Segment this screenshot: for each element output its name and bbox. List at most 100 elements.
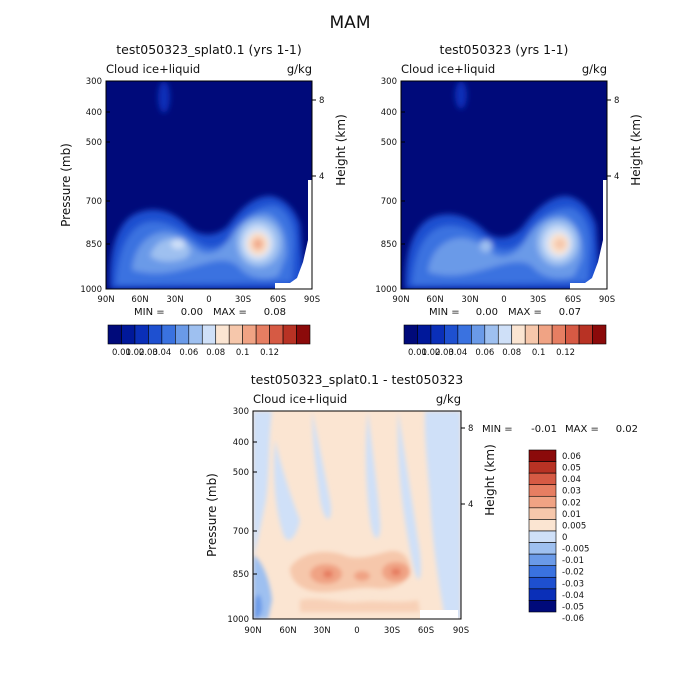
panel-3-min-value: -0.01 <box>531 424 557 435</box>
panel-3-ytick-1000: 1000 <box>227 615 249 625</box>
panel-1-colorbar-swatch <box>148 324 163 345</box>
panel-2-colorbar-label: 0.02 <box>421 348 440 358</box>
panel-1-ytick-850: 850 <box>86 240 102 250</box>
panel-1-colorbar-swatch <box>188 324 203 345</box>
panel-2-title: test050323 (yrs 1-1) <box>440 42 569 57</box>
panel-2-colorbar-label: 0.03 <box>435 348 454 358</box>
panel-1-colorbar-swatch <box>107 324 122 345</box>
panel-1-xtick-30s: 30S <box>235 295 251 305</box>
panel-3-xtick-90n: 90N <box>244 626 261 636</box>
panel-1-colorbar-label: 0.06 <box>179 348 198 358</box>
panel-3-colorbar-swatch <box>528 449 557 462</box>
panel-2-xtick-0: 0 <box>501 295 506 305</box>
panel-1-colorbar-swatch <box>175 324 190 345</box>
panel-3-y-ticks: 300 400 500 700 850 1000 <box>227 407 465 625</box>
panel-3-y2tick-8: 8 <box>468 424 473 434</box>
panel-1-ytick-1000: 1000 <box>80 285 102 295</box>
panel-3-colorbar-label: 0.01 <box>562 510 581 520</box>
panel-3-ytick-850: 850 <box>233 570 249 580</box>
panel-3-colorbar-swatch <box>528 495 557 509</box>
panel-1-plot <box>106 81 312 289</box>
panel-1-colorbar-swatch <box>134 324 149 345</box>
panel-2-xtick-60n: 60N <box>426 295 443 305</box>
panel-3-colorbar-label: -0.03 <box>562 579 584 589</box>
panel-2-max-label: MAX = <box>508 307 542 318</box>
panel-3-colorbar-swatch <box>528 565 557 578</box>
panel-1-min-label: MIN = <box>134 307 165 318</box>
panel-3-colorbar-label: 0 <box>562 533 567 543</box>
panel-2-colorbar-swatch <box>565 324 580 345</box>
panel-3-topography-mask <box>420 610 458 619</box>
panel-3-ytick-500: 500 <box>233 468 249 478</box>
panel-2-x-ticks: 90N 60N 30N 0 30S 60S 90S <box>392 295 615 305</box>
panel-2-colorbar-swatch <box>403 324 418 345</box>
panel-2-colorbar-swatch <box>524 324 539 345</box>
panel-3-min-label: MIN = <box>482 424 513 435</box>
panel-1-colorbar-label: 0.1 <box>236 348 250 358</box>
panel-2-ytick-1000: 1000 <box>375 285 397 295</box>
panel-2-y2tick-4: 4 <box>614 172 619 182</box>
panel-1-xtick-0: 0 <box>206 295 211 305</box>
panel-2-colorbar-swatch <box>538 324 553 345</box>
panel-1-colorbar-swatch <box>228 324 243 345</box>
panel-2-ytick-850: 850 <box>381 240 397 250</box>
panel-1-variable-label: Cloud ice+liquid <box>106 62 200 76</box>
panel-3-variable-label: Cloud ice+liquid <box>253 392 347 406</box>
panel-1-ytick-400: 400 <box>86 108 102 118</box>
panel-1: test050323_splat0.1 (yrs 1-1) Cloud ice+… <box>59 42 348 358</box>
panel-2-colorbar-swatch <box>417 324 432 345</box>
panel-1-y2tick-8: 8 <box>319 96 324 106</box>
panel-2-colorbar-label: 0.12 <box>556 348 575 358</box>
panel-3-colorbar-label: -0.005 <box>562 545 589 555</box>
panel-1-topography-mask <box>275 180 312 289</box>
panel-3-max-value: 0.02 <box>616 424 638 435</box>
panel-3-ytick-300: 300 <box>233 407 249 417</box>
panel-2-variable-label: Cloud ice+liquid <box>401 62 495 76</box>
panel-3-x-ticks: 90N 60N 30N 0 30S 60S 90S <box>244 626 469 636</box>
panel-2-ytick-500: 500 <box>381 138 397 148</box>
panel-3-colorbar-swatch <box>528 576 557 590</box>
panel-3-title: test050323_splat0.1 - test050323 <box>251 372 464 387</box>
panel-3-colorbar-label: 0.06 <box>562 452 581 462</box>
figure-title: MAM <box>330 13 371 33</box>
panel-3-colorbar-label: -0.05 <box>562 602 584 612</box>
panel-1-upper-plume <box>158 81 170 113</box>
panel-2-colorbar-label: 0.06 <box>475 348 494 358</box>
panel-2-units-label: g/kg <box>582 62 607 76</box>
panel-2-colorbar-label: 0.01 <box>408 348 427 358</box>
panel-1-colorbar-swatch <box>296 324 311 345</box>
panel-1-colorbar-swatch <box>242 324 257 345</box>
panel-1-y-ticks: 300 400 500 700 850 1000 <box>80 77 316 295</box>
panel-2-colorbar-swatch <box>551 324 566 345</box>
panel-2-min-label: MIN = <box>429 307 460 318</box>
panel-1-colorbar-swatch <box>255 324 270 345</box>
panel-1-colorbar-swatch <box>121 324 136 345</box>
panel-3-colorbar-label: -0.01 <box>562 556 584 566</box>
panel-3-minmax: MIN = -0.01 MAX = 0.02 <box>482 424 638 435</box>
panel-2: test050323 (yrs 1-1) Cloud ice+liquid g/… <box>375 42 643 358</box>
panel-3-colorbar-label: -0.04 <box>562 591 584 601</box>
panel-2-topography-mask <box>570 180 607 289</box>
panel-3-units-label: g/kg <box>436 392 461 406</box>
panel-2-xtick-90n: 90N <box>392 295 409 305</box>
panel-2-y2tick-8: 8 <box>614 96 619 106</box>
panel-1-title: test050323_splat0.1 (yrs 1-1) <box>116 42 302 57</box>
panel-3-ytick-400: 400 <box>233 438 249 448</box>
panel-2-colorbar-label: 0.08 <box>502 348 521 358</box>
panel-1-xtick-60s: 60S <box>270 295 286 305</box>
panel-1-xtick-90n: 90N <box>97 295 114 305</box>
panel-2-colorbar-swatch <box>484 324 499 345</box>
panel-1-colorbar-swatch <box>201 324 217 345</box>
panel-2-y-ticks: 300 400 500 700 850 1000 <box>375 77 611 295</box>
panel-3-colorbar: 0.060.050.040.030.020.010.0050-0.005-0.0… <box>528 449 589 624</box>
panel-3-colorbar-swatch <box>528 472 557 486</box>
panel-1-ytick-500: 500 <box>86 138 102 148</box>
panel-2-ytick-300: 300 <box>381 77 397 87</box>
panel-2-colorbar-swatch <box>444 324 459 345</box>
panel-3-colorbar-label: 0.005 <box>562 521 586 531</box>
panel-3-colorbar-swatch <box>528 507 557 520</box>
panel-1-colorbar-label: 0.02 <box>125 348 144 358</box>
panel-1-y2-ticks: 8 4 <box>319 96 324 182</box>
panel-2-minmax: MIN = 0.00 MAX = 0.07 <box>429 307 581 318</box>
